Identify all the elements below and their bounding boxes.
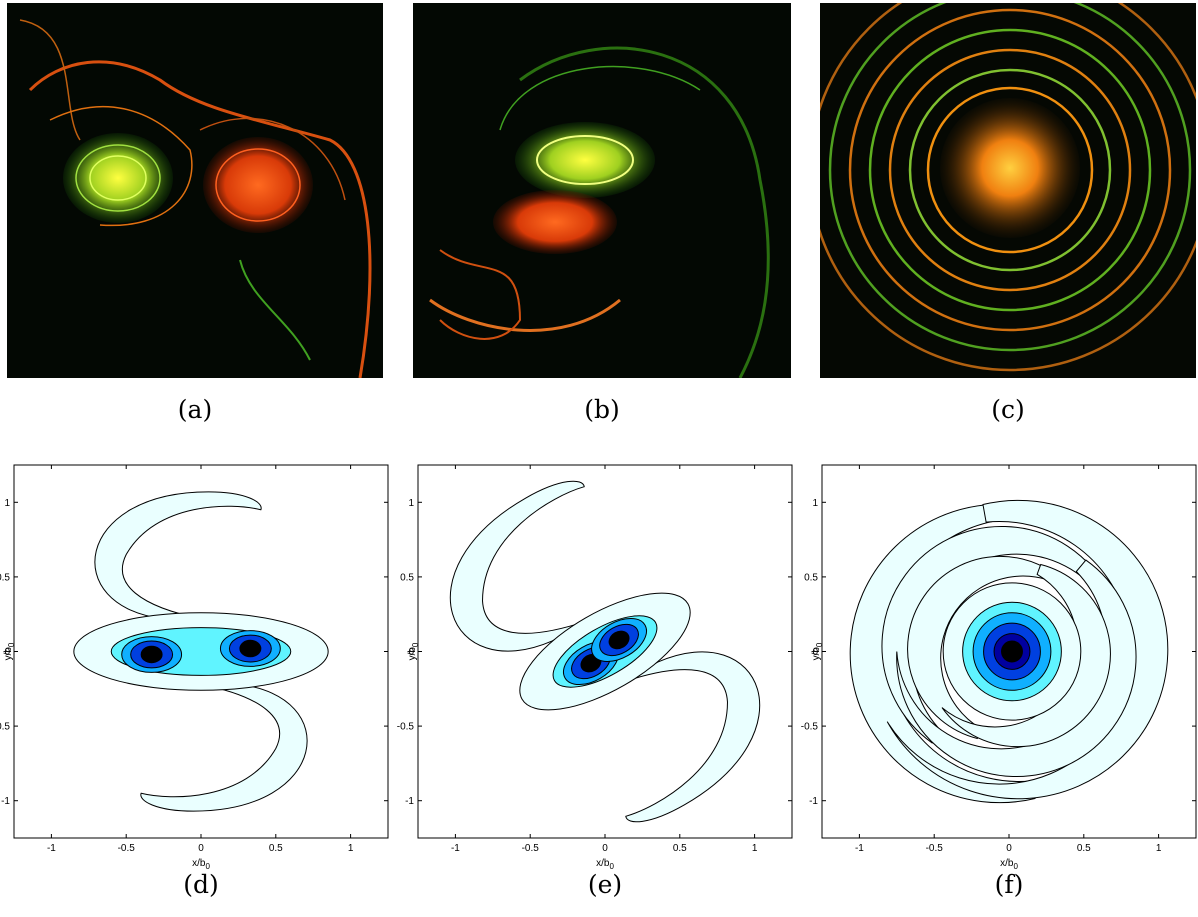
x-tick-label: 0.5 <box>1077 843 1091 854</box>
x-tick-label: -1 <box>47 843 56 854</box>
y-tick-label: -1 <box>405 796 414 807</box>
y-tick-label: 0.5 <box>400 572 414 583</box>
vortex-pair <box>74 492 328 811</box>
contour <box>240 640 261 656</box>
y-tick-label: 1 <box>4 498 10 509</box>
x-tick-label: 0.5 <box>269 843 283 854</box>
x-tick-label: 1 <box>348 843 354 854</box>
x-tick-label: 0.5 <box>673 843 687 854</box>
contour-arm <box>567 625 791 833</box>
y-tick-label: 1 <box>408 498 414 509</box>
x-tick-label: -0.5 <box>926 843 944 854</box>
contour-arm <box>95 492 261 619</box>
contour <box>1002 641 1023 662</box>
x-axis-label: x/b0 <box>596 858 614 871</box>
x-tick-label: -1 <box>451 843 460 854</box>
panel-label: (d) <box>183 870 219 899</box>
panel-label: (a) <box>178 395 212 424</box>
y-tick-label: -0.5 <box>397 722 415 733</box>
y-tick-label: 0.5 <box>804 572 818 583</box>
x-tick-label: 0 <box>198 843 204 854</box>
contours <box>74 492 328 811</box>
contour-plot: -1 -0.5 0 0.5 1 -1 -0.5 0 0.5 1 x/b0 y/b0 <box>397 445 793 871</box>
x-tick-label: 0 <box>602 843 608 854</box>
panel-label: (c) <box>991 395 1025 424</box>
vortex-pair <box>419 445 790 858</box>
contour-arm <box>141 684 307 811</box>
x-axis-label: x/b0 <box>1000 858 1018 871</box>
y-tick-label: 0 <box>4 647 10 658</box>
photo-c <box>820 3 1196 378</box>
y-tick-label: 0.5 <box>0 572 10 583</box>
x-tick-label: -1 <box>855 843 864 854</box>
contour-arm <box>908 556 1076 738</box>
x-tick-label: 0 <box>1006 843 1012 854</box>
contour-arm <box>850 504 1131 802</box>
contour <box>141 646 162 662</box>
contour-arm <box>887 500 1168 798</box>
x-tick-label: -0.5 <box>522 843 540 854</box>
contours <box>850 500 1168 802</box>
contour-set <box>419 445 790 858</box>
y-axis-label: y/b0 <box>3 642 16 660</box>
panel-label: (f) <box>995 870 1024 899</box>
x-axis-label: x/b0 <box>192 858 210 871</box>
x-tick-label: 1 <box>1156 843 1162 854</box>
y-tick-label: -1 <box>809 796 818 807</box>
contour-arm <box>419 470 643 678</box>
contour-plot: -1 -0.5 0 0.5 1 -1 -0.5 0 0.5 1 x/b0 y/b0 <box>801 464 1197 871</box>
contour-plot: -1 -0.5 0 0.5 1 -1 -0.5 0 0.5 1 x/b0 y/b0 <box>0 464 389 871</box>
photo-a <box>7 3 383 378</box>
y-axis-label: y/b0 <box>811 642 824 660</box>
y-tick-label: 0 <box>812 647 818 658</box>
y-axis-label: y/b0 <box>407 642 420 660</box>
contour-set <box>850 500 1168 802</box>
panel-label: (e) <box>588 870 622 899</box>
contour <box>606 628 632 653</box>
y-tick-label: 1 <box>812 498 818 509</box>
panel-label: (b) <box>584 395 620 424</box>
y-tick-label: 0 <box>408 647 414 658</box>
y-tick-label: -1 <box>1 796 10 807</box>
photo-b <box>413 3 791 378</box>
x-tick-label: -0.5 <box>118 843 136 854</box>
x-tick-label: 1 <box>752 843 758 854</box>
contours <box>419 445 790 858</box>
contour-set <box>74 492 328 811</box>
y-tick-label: -0.5 <box>801 722 819 733</box>
y-tick-label: -0.5 <box>0 722 10 733</box>
